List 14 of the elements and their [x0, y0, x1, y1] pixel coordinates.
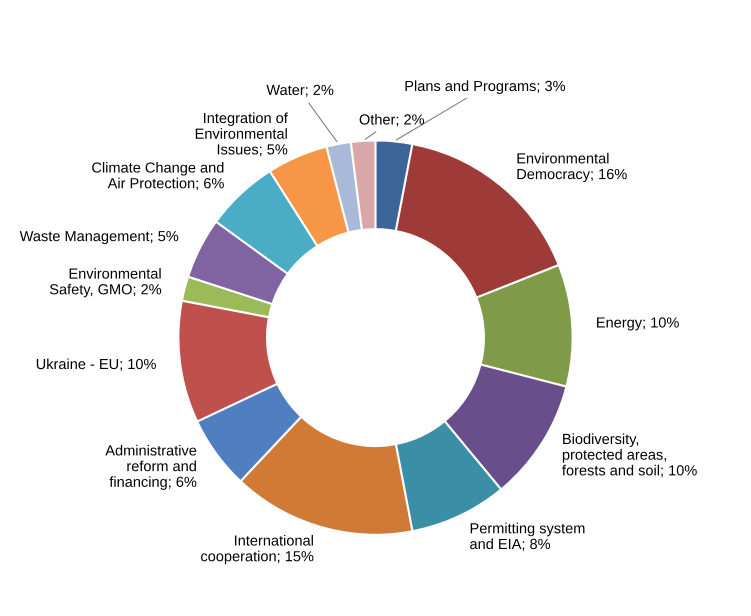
slice-label: Plans and Programs; 3%: [405, 80, 566, 94]
slice-label: Biodiversity, protected areas, forests and soil; 10%: [562, 433, 697, 478]
slice-label: Energy; 10%: [597, 317, 679, 331]
slice-label: Environmental Democracy; 16%: [517, 152, 627, 182]
slice-label: Waste Management; 5%: [20, 230, 178, 244]
slice-label: International cooperation; 15%: [201, 534, 314, 564]
slice-label: Other; 2%: [360, 114, 424, 126]
slice-label: Water; 2%: [266, 84, 334, 97]
slice-label: Permitting system and EIA; 8%: [470, 522, 584, 551]
slice-label: Ukraine - EU; 10%: [36, 358, 156, 371]
slice-label: Administrative reform and financing; 6%: [105, 444, 196, 490]
slice-label: Environmental Safety, GMO; 2%: [50, 268, 162, 298]
slice-label: Climate Change and Air Protection; 6%: [92, 162, 224, 190]
slice-label: Integration of Environmental Issues; 5%: [196, 112, 288, 156]
